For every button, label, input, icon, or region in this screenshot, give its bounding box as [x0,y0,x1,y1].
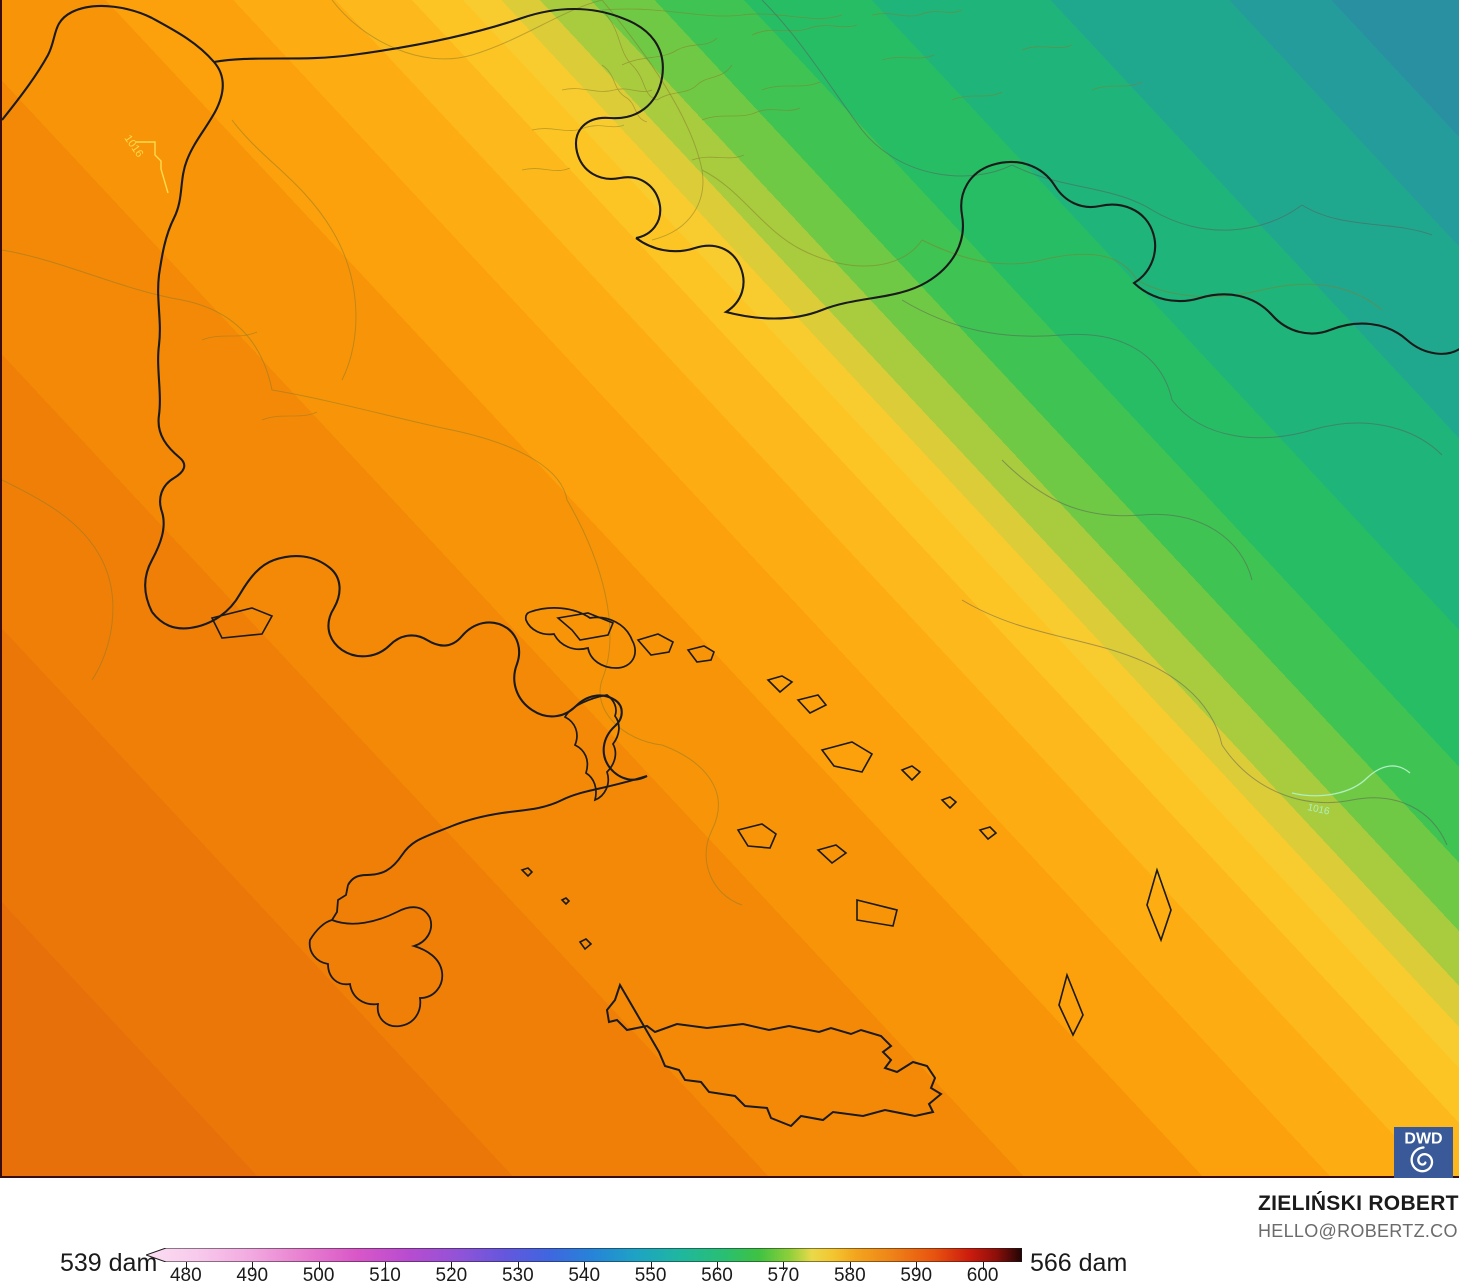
svg-text:1016: 1016 [1306,802,1330,817]
svg-text:DWD: DWD [1404,1131,1442,1148]
svg-text:1016: 1016 [122,133,146,160]
